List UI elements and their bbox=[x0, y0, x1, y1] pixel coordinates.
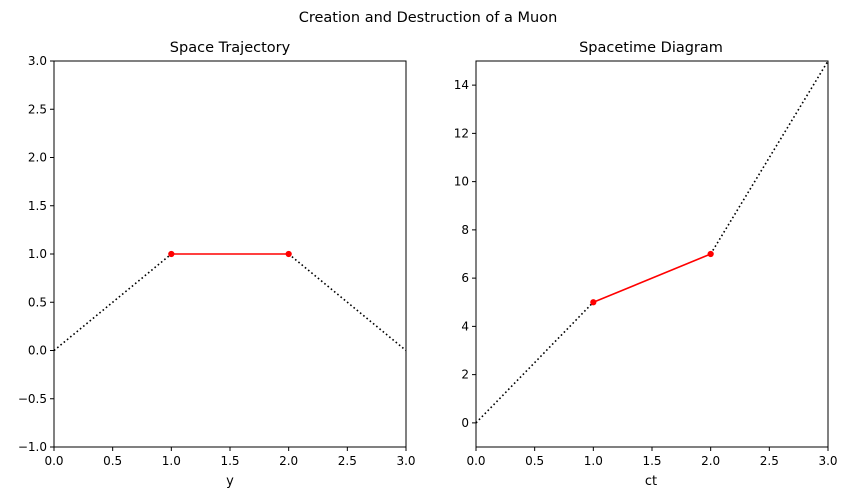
x-tick-label-spacetime-diagram-2: 1.0 bbox=[584, 454, 603, 468]
x-tick-label-spacetime-diagram-4: 2.0 bbox=[701, 454, 720, 468]
subplot-spacetime-diagram: Spacetime Diagram ct 0.0 0.5 1.0 1.5 2.0 2.5 3… bbox=[454, 40, 838, 489]
series-line-space-trajectory-1 bbox=[288, 253, 407, 352]
x-tick-label-space-trajectory-4: 2.0 bbox=[279, 454, 298, 468]
data-point-space-trajectory-2-1 bbox=[285, 250, 292, 258]
plot-frame-spacetime-diagram bbox=[475, 60, 829, 448]
y-tick-label-space-trajectory-6: 2.0 bbox=[28, 151, 47, 165]
y-tick-label-spacetime-diagram-4: 8 bbox=[461, 223, 469, 237]
y-tick-label-spacetime-diagram-3: 6 bbox=[461, 271, 469, 285]
series-line-spacetime-diagram-1 bbox=[709, 60, 829, 255]
x-tick-label-spacetime-diagram-0: 0.0 bbox=[466, 454, 485, 468]
x-axis-label-space-trajectory: y bbox=[226, 474, 234, 489]
subplot-title-space-trajectory: Space Trajectory bbox=[170, 40, 291, 56]
subplot-title-spacetime-diagram: Spacetime Diagram bbox=[579, 40, 723, 56]
x-tick-label-space-trajectory-3: 1.5 bbox=[220, 454, 239, 468]
y-tick-label-spacetime-diagram-1: 2 bbox=[461, 368, 469, 382]
y-tick-label-space-trajectory-2: 0.0 bbox=[28, 344, 47, 358]
y-tick-label-space-trajectory-3: 0.5 bbox=[28, 295, 47, 309]
x-tick-label-spacetime-diagram-6: 3.0 bbox=[818, 454, 837, 468]
y-tick-label-space-trajectory-1: −0.5 bbox=[18, 392, 47, 406]
x-tick-label-space-trajectory-6: 3.0 bbox=[396, 454, 415, 468]
x-tick-label-spacetime-diagram-3: 1.5 bbox=[642, 454, 661, 468]
y-tick-label-spacetime-diagram-2: 4 bbox=[461, 319, 469, 333]
series-line-spacetime-diagram-2 bbox=[593, 253, 711, 303]
x-tick-label-space-trajectory-2: 1.0 bbox=[162, 454, 181, 468]
x-tick-label-space-trajectory-5: 2.5 bbox=[338, 454, 357, 468]
series-line-spacetime-diagram-0 bbox=[475, 301, 594, 424]
y-tick-label-space-trajectory-4: 1.0 bbox=[28, 247, 47, 261]
x-tick-label-space-trajectory-1: 0.5 bbox=[103, 454, 122, 468]
y-tick-label-space-trajectory-8: 3.0 bbox=[28, 54, 47, 68]
y-tick-label-space-trajectory-5: 1.5 bbox=[28, 199, 47, 213]
y-tick-label-spacetime-diagram-0: 0 bbox=[461, 416, 469, 430]
x-tick-label-spacetime-diagram-5: 2.5 bbox=[760, 454, 779, 468]
subplot-space-trajectory: Space Trajectory y 0.0 0.5 1.0 1.5 2.0 2.5 3.0… bbox=[18, 40, 416, 489]
data-point-space-trajectory-2-0 bbox=[168, 250, 175, 258]
series-line-space-trajectory-0 bbox=[53, 253, 172, 352]
y-tick-label-spacetime-diagram-7: 14 bbox=[454, 78, 469, 92]
figure-suptitle: Creation and Destruction of a Muon bbox=[299, 10, 558, 26]
y-tick-label-spacetime-diagram-6: 12 bbox=[454, 126, 469, 140]
y-tick-label-space-trajectory-7: 2.5 bbox=[28, 102, 47, 116]
y-tick-label-space-trajectory-0: −1.0 bbox=[18, 440, 47, 454]
x-tick-label-spacetime-diagram-1: 0.5 bbox=[525, 454, 544, 468]
x-axis-label-spacetime-diagram: ct bbox=[645, 474, 657, 489]
y-tick-label-spacetime-diagram-5: 10 bbox=[454, 175, 469, 189]
data-point-spacetime-diagram-2-1 bbox=[707, 250, 714, 258]
x-tick-label-space-trajectory-0: 0.0 bbox=[44, 454, 63, 468]
data-point-spacetime-diagram-2-0 bbox=[590, 299, 597, 306]
